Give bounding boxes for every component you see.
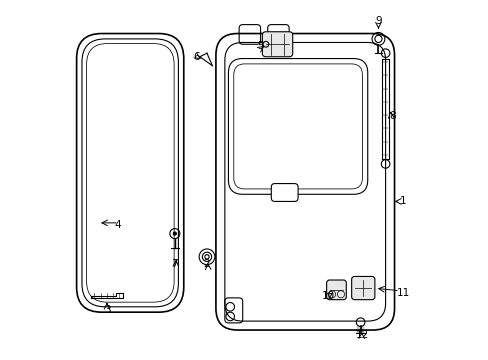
FancyBboxPatch shape (271, 184, 298, 202)
Text: 1: 1 (399, 197, 406, 206)
FancyBboxPatch shape (351, 276, 374, 300)
Text: 10: 10 (321, 291, 334, 301)
Text: 4: 4 (114, 220, 121, 230)
Text: 9: 9 (374, 16, 381, 26)
Text: 7: 7 (171, 259, 178, 269)
Text: 8: 8 (388, 111, 395, 121)
Text: 6: 6 (193, 52, 199, 62)
Text: 11: 11 (396, 288, 409, 297)
Text: 2: 2 (203, 259, 210, 269)
Text: 3: 3 (103, 305, 110, 315)
Circle shape (172, 231, 177, 236)
Text: 12: 12 (355, 330, 368, 341)
FancyBboxPatch shape (262, 32, 292, 57)
FancyBboxPatch shape (326, 280, 346, 300)
Text: 5: 5 (257, 41, 264, 51)
